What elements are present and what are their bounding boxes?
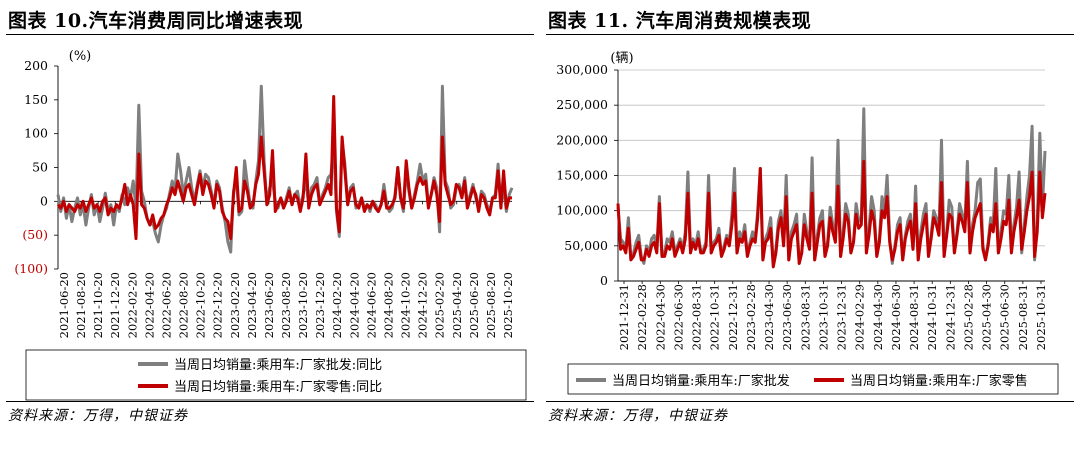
unit-label: (%) [69,49,92,64]
x-tick-label: 2025-06-20 [467,272,481,338]
x-tick-label: 2023-10-20 [296,272,310,338]
y-tick-label: 250,000 [556,97,608,112]
x-tick-label: 2021-08-20 [74,272,88,338]
x-tick-label: 2023-08-20 [279,272,293,338]
x-tick-label: 2025-10-20 [501,272,515,338]
x-tick-label: 2025-10-31 [1034,284,1048,350]
x-tick-label: 2024-06-30 [889,284,903,350]
x-tick-label: 2024-10-20 [399,272,413,338]
source-note: 资料来源：万得，中银证券 [8,408,188,424]
source-rule [6,401,534,402]
source-rule [546,401,1074,402]
x-tick-label: 2025-02-20 [433,272,447,338]
x-tick-label: 2022-12-20 [211,272,225,338]
x-tick-label: 2024-04-20 [347,272,361,338]
legend-label: 当周日均销量:乘用车:厂家零售 [850,373,1028,389]
y-tick-label: 100 [24,126,48,141]
x-tick-label: 2024-04-30 [871,284,885,350]
volume-line-chart: (辆)300,000 250,000 200,000 150,000 100,000 50… [556,51,1059,395]
x-tick-label: 2024-02-29 [853,284,867,350]
x-tick-label: 2022-02-20 [125,272,139,338]
x-tick-label: 2022-08-20 [177,272,191,338]
y-tick-label: 200,000 [556,132,608,147]
y-tick-label: 0 [40,193,48,208]
x-tick-label: 2024-12-31 [943,284,957,350]
y-tick-label: 100,000 [556,203,608,218]
chart-title: 图表 11. 汽车周消费规模表现 [548,10,812,32]
y-tick-label: 0 [600,273,608,288]
x-tick-label: 2023-02-20 [228,272,242,338]
x-tick-label: 2023-12-31 [835,284,849,350]
x-tick-label: 2022-10-31 [708,284,722,350]
x-tick-label: 2023-02-28 [744,284,758,350]
yoy-line-chart: (%) 200 150 100 50 0 (50) (100) 2021-06-20 2021-0… [14,49,527,401]
y-tick-label: (50) [22,227,48,242]
x-tick-label: 2022-06-30 [671,284,685,350]
x-tick-label: 2022-04-20 [142,272,156,338]
chart-panel-yoy: 图表 10.汽车消费周同比增速表现 (%) 200 150 100 50 0 (50) (10… [6,10,534,424]
x-tick-label: 2024-10-31 [925,284,939,350]
x-tick-label: 2024-06-20 [364,272,378,338]
x-tick-label: 2022-06-20 [159,272,173,338]
x-tick-label: 2023-06-30 [780,284,794,350]
x-tick-label: 2024-08-31 [907,284,921,350]
chart-title: 图表 10.汽车消费周同比增速表现 [8,10,304,32]
chart-panel-volume: 图表 11. 汽车周消费规模表现 (辆) 300,000 250,000 200,00… [540,0,1080,465]
legend-label: 当周日均销量:乘用车:厂家零售:同比 [174,379,382,395]
y-tick-label: 200 [24,58,48,73]
series-line-2 [56,95,512,241]
x-tick-label: 2025-04-30 [980,284,994,350]
unit-label: (辆) [610,51,633,66]
y-tick-label: 150 [24,92,48,107]
series-line-2 [616,159,1047,269]
x-tick-label: 2023-04-30 [762,284,776,350]
x-tick-label: 2023-10-31 [816,284,830,350]
x-tick-label: 2021-12-20 [108,272,122,338]
legend-label: 当周日均销量:乘用车:厂家批发 [612,373,790,389]
x-tick-label: 2021-10-20 [91,272,105,338]
y-tick-label: 50,000 [564,238,608,253]
x-tick-label: 2023-04-20 [245,272,259,338]
x-tick-label: 2021-06-20 [57,272,71,338]
x-tick-label: 2024-02-20 [330,272,344,338]
y-tick-label: (100) [14,261,48,276]
x-tick-label: 2024-12-20 [416,272,430,338]
legend-box [567,363,1059,395]
x-tick-label: 2025-04-20 [450,272,464,338]
y-tick-label: 50 [32,160,48,175]
x-tick-label: 2022-04-30 [653,284,667,350]
legend-label: 当周日均销量:乘用车:厂家批发:同比 [174,357,382,373]
x-tick-label: 2025-08-20 [484,272,498,338]
x-tick-label: 2022-12-31 [726,284,740,350]
x-tick-label: 2023-08-31 [798,284,812,350]
x-tick-label: 2024-08-20 [381,272,395,338]
x-tick-label: 2022-08-31 [690,284,704,350]
x-tick-label: 2022-10-20 [194,272,208,338]
x-tick-label: 2022-02-28 [635,284,649,350]
title-rule [6,34,534,35]
x-tick-label: 2021-12-31 [617,284,631,350]
x-tick-label: 2023-06-20 [262,272,276,338]
legend-box [25,349,527,401]
x-tick-label: 2025-08-31 [1016,284,1030,350]
y-tick-label: 150,000 [556,168,608,183]
source-note: 资料来源：万得，中银证券 [548,408,728,424]
y-tick-label: 300,000 [556,62,608,77]
x-tick-label: 2023-12-20 [313,272,327,338]
title-rule [546,34,1074,35]
x-tick-label: 2025-06-30 [998,284,1012,350]
x-tick-label: 2025-02-28 [961,284,975,350]
